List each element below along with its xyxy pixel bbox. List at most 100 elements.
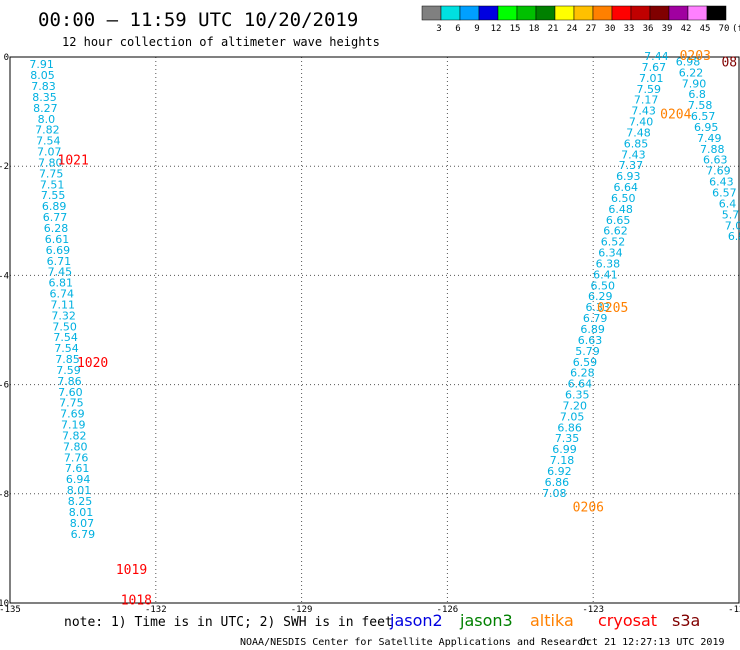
swh-label-track-left: 8.27 (33, 102, 58, 115)
scale-label: 18 (529, 24, 540, 34)
swh-label-track-right: 6.43 (709, 176, 734, 189)
swh-label-track-left: 8.0 (38, 113, 56, 126)
scale-swatch (440, 5, 461, 21)
swh-label-track-right: 7.58 (688, 99, 713, 112)
swh-label-track-middle: 7.35 (555, 432, 580, 445)
footer-timestamp: Oct 21 12:27:13 UTC 2019 (580, 637, 725, 648)
time-label: 1020 (77, 356, 108, 371)
swh-label-track-middle: 6.99 (552, 443, 577, 456)
swh-label-track-middle: 6.92 (547, 465, 572, 478)
swh-label-track-left: 8.07 (70, 517, 95, 530)
swh-label-track-right: 6.22 (679, 66, 704, 79)
swh-label-track-right: 5.7 (722, 208, 740, 221)
scale-swatch (706, 5, 727, 21)
swh-label-track-middle: 7.40 (629, 116, 654, 129)
y-tick-label: -8 (0, 490, 9, 500)
scale-label: 45 (700, 24, 711, 34)
swh-label-track-left: 6.81 (49, 277, 74, 290)
swh-label-track-middle: 7.05 (560, 410, 585, 423)
swh-label-track-left: 7.82 (35, 124, 60, 137)
legend-note: note: 1) Time is in UTC; 2) SWH is in fe… (64, 615, 393, 630)
swh-label-track-middle: 7.43 (631, 105, 656, 118)
scale-swatch (535, 5, 556, 21)
swh-label-track-middle: 6.86 (545, 476, 570, 489)
scale-label: 30 (605, 24, 616, 34)
plot-frame (9, 56, 740, 604)
y-tick-label: -2 (0, 162, 9, 172)
data-marks: 7.918.057.838.358.278.07.827.547.077.807… (29, 49, 740, 608)
time-label: 1018 (121, 593, 152, 608)
scale-swatch (649, 5, 670, 21)
time-label: 0204 (660, 107, 691, 122)
legend-item-jason2: jason2 (389, 611, 443, 630)
swh-label-track-left: 8.35 (32, 91, 57, 104)
swh-label-track-middle: 6.50 (591, 279, 616, 292)
legend-item-jason3: jason3 (459, 611, 513, 630)
footer-credit: NOAA/NESDIS Center for Satellite Applica… (240, 637, 589, 648)
y-tick-label: -6 (0, 381, 9, 391)
swh-label-track-left: 8.01 (69, 506, 94, 519)
swh-label-track-left: 8.25 (68, 495, 93, 508)
y-tick-label: -10 (0, 599, 9, 609)
swh-label-track-left: 7.45 (48, 266, 73, 279)
scale-label: 9 (474, 24, 479, 34)
satellite-legend: jason2 jason3 altika cryosat s3a (389, 611, 700, 630)
swh-label-track-middle: 7.01 (639, 72, 664, 85)
swh-label-track-left: 8.01 (67, 484, 92, 497)
scale-unit: (ft) (732, 24, 740, 34)
swh-label-track-left: 7.61 (65, 462, 90, 475)
swh-label-track-middle: 6.35 (565, 389, 590, 402)
swh-label-track-middle: 7.37 (619, 159, 644, 172)
swh-label-track-left: 6.69 (46, 244, 71, 257)
swh-label-track-right: 7.88 (700, 143, 725, 156)
swh-label-track-left: 6.89 (42, 200, 67, 213)
swh-label-track-middle: 6.93 (616, 170, 641, 183)
swh-label-track-right: 7.90 (682, 77, 707, 90)
swh-label-track-right: 7.69 (706, 165, 731, 178)
scale-swatch (421, 5, 442, 21)
swh-label-track-middle: 7.44 (644, 50, 669, 63)
scale-label: 24 (567, 24, 578, 34)
swh-label-track-middle: 6.79 (583, 312, 608, 325)
legend-item-altika: altika (530, 611, 574, 630)
legend-item-cryosat: cryosat (598, 611, 657, 630)
swh-label-track-right: 6.57 (712, 187, 737, 200)
swh-label-track-middle: 6.65 (606, 214, 631, 227)
scale-label: 36 (643, 24, 654, 34)
scale-swatch (459, 5, 480, 21)
scale-swatch (611, 5, 632, 21)
swh-label-track-middle: 7.17 (634, 94, 659, 107)
swh-label-track-left: 7.82 (62, 429, 87, 442)
swh-label-track-left: 7.11 (50, 298, 75, 311)
swh-label-track-left: 6.79 (71, 528, 96, 541)
scale-swatch (592, 5, 613, 21)
swh-label-track-left: 6.74 (50, 288, 75, 301)
swh-label-track-middle: 6.52 (601, 236, 626, 249)
scale-swatch (516, 5, 537, 21)
swh-label-track-right: 6.8 (728, 230, 740, 243)
swh-label-track-left: 7.19 (61, 419, 86, 432)
swh-label-track-left: 7.80 (38, 156, 63, 169)
x-tick-label: -132 (145, 605, 167, 615)
swh-label-track-middle: 6.64 (568, 378, 593, 391)
swh-label-track-left: 6.71 (47, 255, 72, 268)
swh-label-track-middle: 7.67 (642, 61, 667, 74)
swh-label-track-left: 7.54 (54, 342, 79, 355)
swh-label-track-left: 7.54 (53, 331, 78, 344)
scale-label: 6 (455, 24, 460, 34)
swh-label-track-left: 7.59 (56, 364, 81, 377)
swh-label-track-middle: 5.79 (575, 345, 600, 358)
swh-label-track-right: 7.0 (725, 219, 740, 232)
swh-label-track-left: 7.32 (51, 309, 76, 322)
swh-label-track-left: 7.75 (59, 397, 84, 410)
swh-label-track-left: 8.05 (30, 69, 55, 82)
swh-label-track-middle: 6.48 (608, 203, 633, 216)
scale-swatch (573, 5, 594, 21)
swh-label-track-left: 7.85 (55, 353, 80, 366)
time-label: 0206 (573, 500, 604, 515)
time-label: 1019 (116, 563, 147, 578)
swh-label-track-middle: 6.41 (593, 268, 618, 281)
swh-label-track-middle: 7.08 (542, 487, 567, 500)
swh-label-track-left: 7.80 (63, 440, 88, 453)
